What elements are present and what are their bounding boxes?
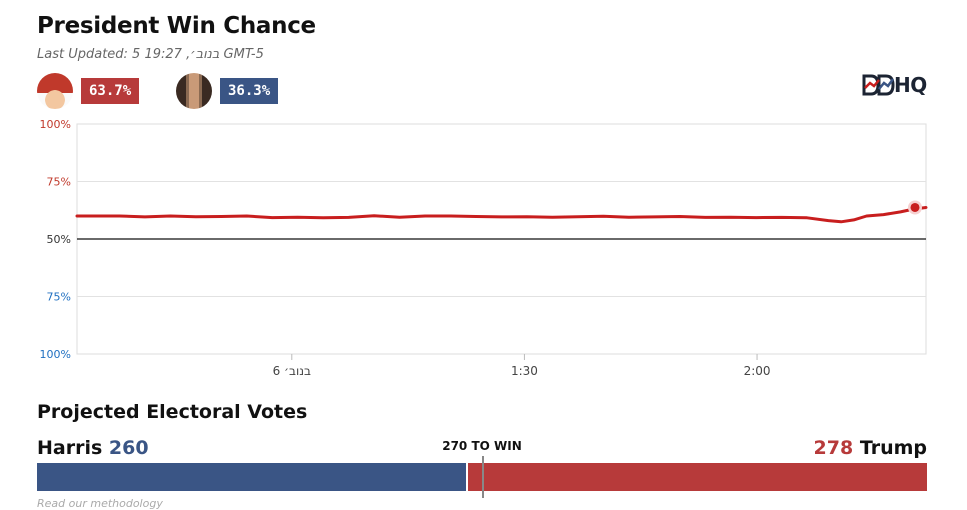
win-threshold-line [482,456,484,498]
harris-votes: 260 [108,437,149,459]
candidate-trump: 63.7% [37,73,140,109]
trump-ev-label: 278 Trump [814,437,927,459]
to-win-label: 270 TO WIN [442,439,522,453]
trump-bar [468,463,927,491]
logo-text: HQ [894,73,927,97]
ddhq-logo[interactable]: HQ [862,72,927,98]
trump-name: Trump [859,437,927,459]
electoral-bar [37,463,927,491]
harris-bar [37,463,466,491]
y-tick-label: 75% [47,176,71,189]
harris-ev-label: Harris 260 [37,437,149,459]
ddhq-logo-icon [862,74,895,96]
x-tick-label: 6 בנוב׳ [273,364,311,378]
harris-name: Harris [37,437,103,459]
x-tick-label: 2:00 [744,364,771,378]
y-tick-label: 100% [40,348,71,361]
win-chance-chart: 100% 75% 50% 75% 100% 6 בנוב׳ 1:30 2:00 [40,118,928,378]
trump-votes: 278 [813,437,854,459]
y-tick-label: 100% [40,118,71,131]
y-tick-label: 75% [47,291,71,304]
page-title: President Win Chance [37,13,316,39]
methodology-link[interactable]: Read our methodology [37,497,163,510]
harris-win-pct: 36.3% [220,78,279,104]
trump-win-pct: 63.7% [81,78,140,104]
x-tick-label: 1:30 [511,364,538,378]
trump-win-line [75,206,928,224]
bar-divider [466,463,468,491]
electoral-title: Projected Electoral Votes [37,401,308,423]
y-tick-label: 50% [47,233,71,246]
avatar-trump [37,73,73,109]
last-updated: Last Updated: 5 בנוב׳, 19:27 GMT-5 [37,47,264,62]
avatar-harris [176,73,212,109]
candidate-harris: 36.3% [176,73,279,109]
endpoint-dot [910,202,920,212]
